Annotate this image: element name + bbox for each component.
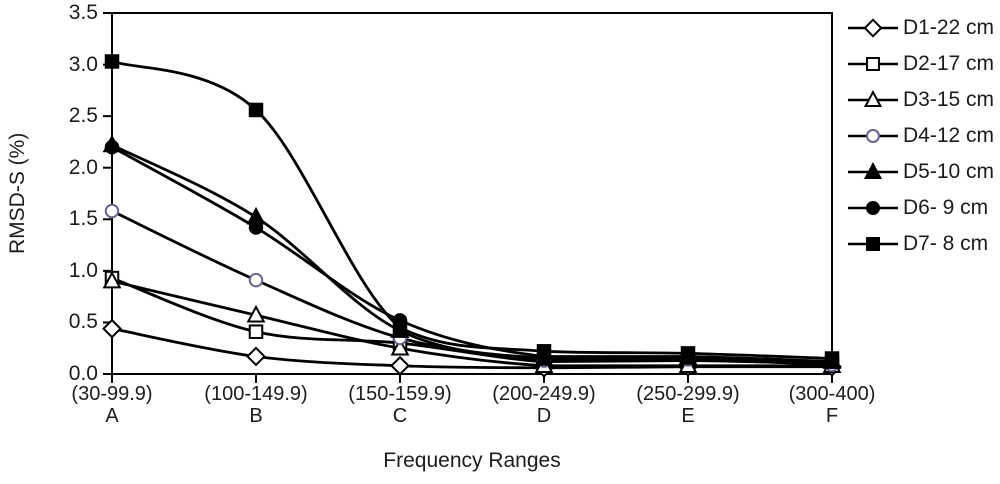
open-square-marker [248,324,264,339]
filled-square-marker [680,346,696,361]
legend-label: D2-17 cm [903,52,995,75]
legend-label: D4-12 cm [903,124,995,147]
x-tick-letter: A [105,405,119,427]
y-tick-label: 3.0 [68,52,98,76]
x-tick-letter: D [536,405,552,427]
y-tick-label: 1.5 [68,207,98,231]
filled-square-marker [536,344,552,359]
legend-label: D6- 9 cm [903,196,989,219]
x-tick-letter: B [249,405,263,427]
legend-item-d6: D6- 9 cm [846,190,994,226]
open-diamond-marker [390,355,410,376]
legend-marker-diamond [848,18,898,38]
open-triangle-marker [246,304,266,323]
filled-square-marker [392,320,408,335]
x-tick-range: (30-99.9) [71,383,153,405]
x-tick-label: (250-299.9) E [608,383,768,427]
filled-square-marker [866,237,880,251]
legend-item-d3: D3-15 cm [846,82,994,118]
filled-square-marker [104,54,120,69]
filled-square-marker [248,102,264,118]
legend-item-d1: D1-22 cm [846,10,994,46]
legend-marker-circle [848,201,898,215]
x-tick-range: (250-299.9) [636,383,740,405]
y-axis-title: RMSD-S (%) [6,132,29,255]
legend-item-d7: D7- 8 cm [846,226,994,262]
legend-item-d4: D4-12 cm [846,118,994,154]
x-tick-range: (100-149.9) [204,383,308,405]
legend-label: D1-22 cm [903,16,995,39]
legend: D1-22 cm D2-17 cm D3-15 cm D4-12 cm D5-10 cm… [846,10,994,262]
y-tick-label: 2.5 [68,104,98,128]
y-tick-label: 3.5 [68,1,98,24]
x-tick-label: (200-249.9) D [464,383,624,427]
open-triangle-marker [390,337,410,356]
legend-marker-square [848,57,898,71]
legend-marker-triangle [848,89,898,107]
x-axis-title: Frequency Ranges [383,449,561,472]
filled-circle-marker [248,220,264,235]
plot-frame [111,12,833,375]
series-line-d5 [110,143,834,364]
legend-label: D7- 8 cm [903,232,989,255]
legend-label: D3-15 cm [903,88,995,111]
open-circle-marker [866,129,880,143]
x-tick-label: (300-400) F [752,383,912,427]
open-circle-marker [248,272,264,288]
y-tick-label: 2.0 [68,155,98,179]
open-triangle-marker [102,270,122,289]
legend-item-d5: D5-10 cm [846,154,994,190]
x-tick-range: (150-159.9) [348,383,452,405]
x-tick-letter: C [392,405,408,427]
legend-item-d2: D2-17 cm [846,46,994,82]
x-tick-label: (30-99.9) A [32,383,192,427]
filled-circle-marker [104,139,120,155]
x-tick-label: (150-159.9) C [320,383,480,427]
series-line-d6 [110,145,834,364]
x-tick-range: (200-249.9) [492,383,596,405]
legend-label: D5-10 cm [903,160,995,183]
x-tick-letter: F [825,405,839,427]
open-diamond-marker [863,18,883,38]
filled-triangle-marker [863,161,883,179]
open-diamond-marker [246,346,266,367]
x-tick-label: (100-149.9) B [176,383,336,427]
open-diamond-marker [102,318,122,339]
filled-square-marker [824,351,840,366]
open-triangle-marker [863,89,883,107]
y-tick-label: 1.0 [68,258,98,282]
x-tick-range: (300-400) [788,383,876,405]
legend-marker-square [848,237,898,251]
series-line-d7 [110,60,834,360]
y-tick-label: 0.0 [68,362,98,385]
y-tick-label: 0.5 [68,310,98,334]
legend-marker-triangle [848,161,898,179]
open-circle-marker [104,203,120,219]
open-square-marker [866,57,880,71]
x-tick-letter: E [681,405,695,427]
series-line-d4 [110,209,834,367]
series-line-d3 [110,279,834,368]
legend-marker-circle [848,129,898,143]
filled-circle-marker [866,201,880,215]
